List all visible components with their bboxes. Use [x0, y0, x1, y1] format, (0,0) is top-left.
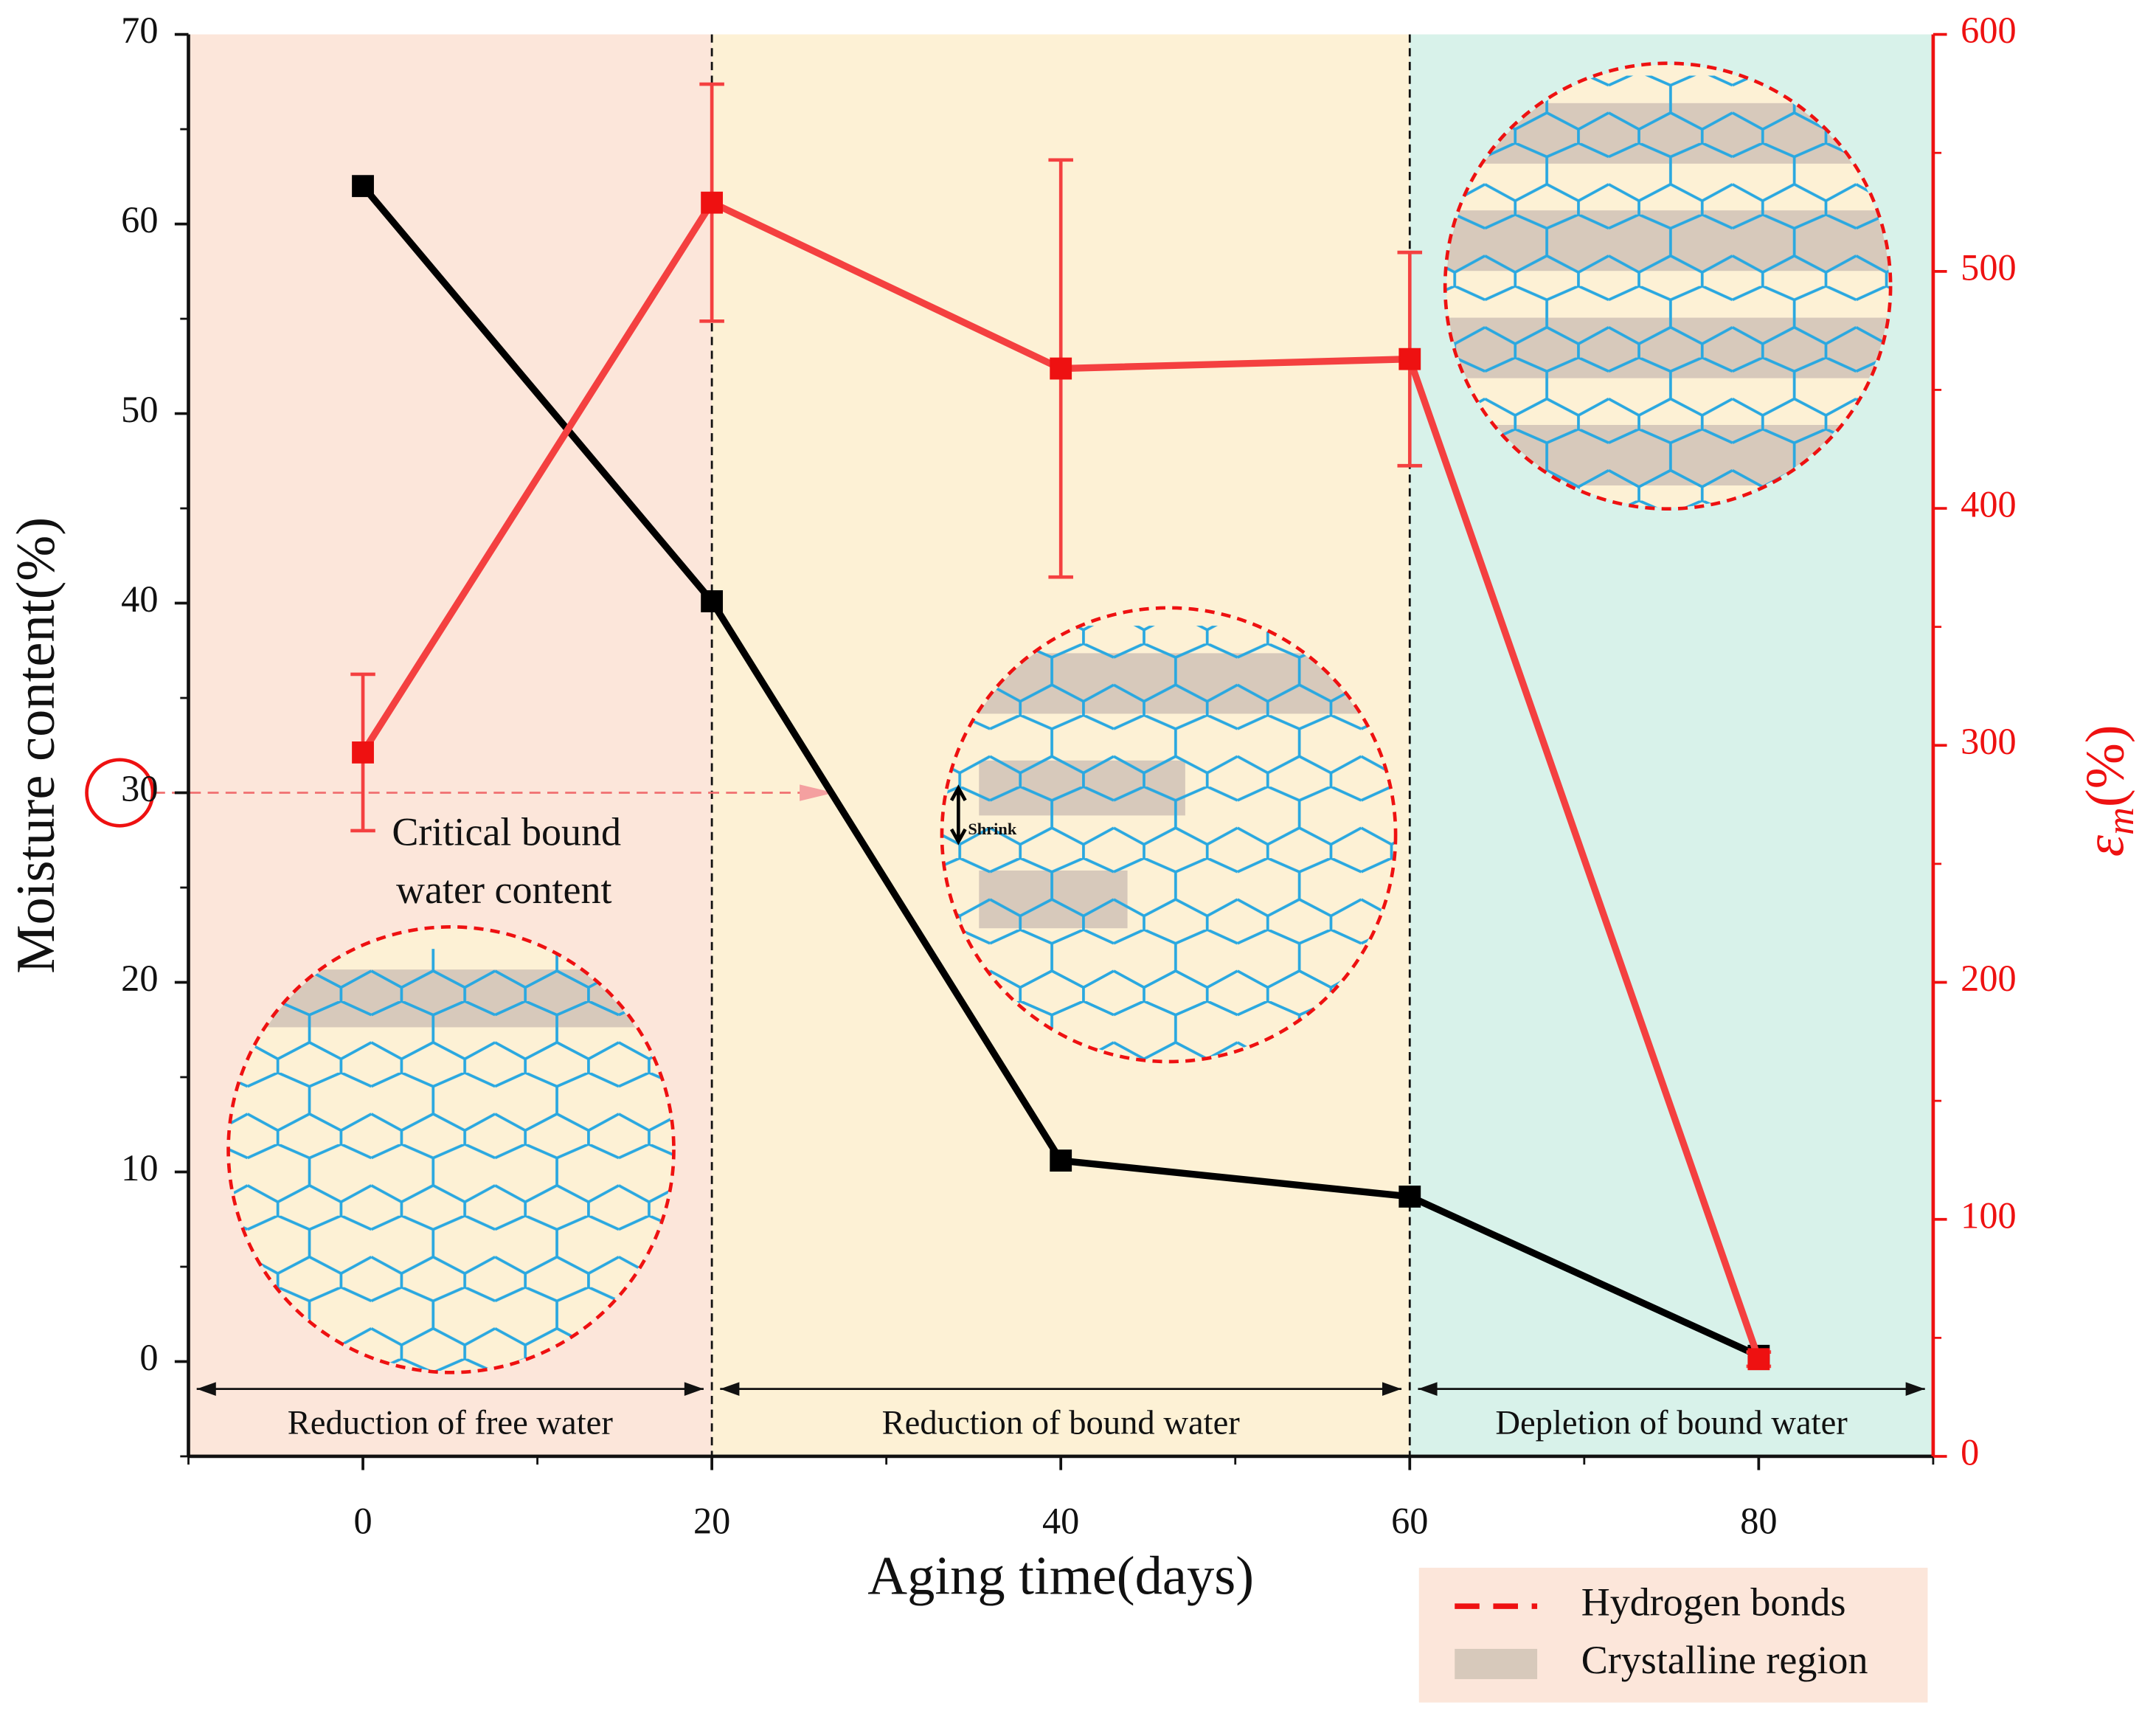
- legend-label: Crystalline region: [1581, 1638, 1868, 1682]
- series-marker: [352, 175, 374, 198]
- reference-tick-circle: [85, 758, 155, 828]
- reference-label: water content: [396, 868, 612, 912]
- region-label: Reduction of bound water: [882, 1404, 1241, 1442]
- y-tick-label: 60: [121, 199, 158, 241]
- x-tick-label: 0: [353, 1501, 372, 1542]
- y2-tick-label: 300: [1961, 721, 2016, 762]
- x-tick-label: 40: [1042, 1501, 1079, 1542]
- inset-border: [226, 925, 676, 1374]
- x-axis-label: Aging time(days): [867, 1546, 1254, 1607]
- series-marker: [1050, 357, 1072, 380]
- region-label: Reduction of free water: [288, 1404, 614, 1442]
- series-marker: [1398, 347, 1421, 370]
- y2-tick-label: 100: [1961, 1194, 2016, 1236]
- y2-label-symbol: ε: [2075, 834, 2135, 857]
- x-tick-label: 60: [1391, 1501, 1428, 1542]
- legend-box: [1418, 1567, 1928, 1703]
- reference-label: Critical bound: [392, 810, 621, 854]
- region-label: Depletion of bound water: [1495, 1404, 1848, 1442]
- series-marker: [352, 741, 374, 764]
- y-tick-label: 10: [121, 1147, 158, 1189]
- reference-arrow: [800, 784, 834, 801]
- y-tick-label: 0: [139, 1337, 158, 1378]
- inset-border: [1443, 61, 1893, 511]
- y-tick-label: 20: [121, 958, 158, 999]
- y2-label-unit: (%): [2075, 724, 2135, 807]
- inset-border: [940, 606, 1398, 1064]
- y2-axis-label: εm(%): [2075, 724, 2142, 857]
- x-tick-label: 20: [693, 1501, 730, 1542]
- y-tick-label: 30: [121, 768, 158, 809]
- series-marker: [1398, 1185, 1421, 1208]
- y2-tick-label: 400: [1961, 484, 2016, 525]
- y2-label-subscript: m: [2099, 807, 2142, 835]
- series-marker: [701, 590, 724, 612]
- series-marker: [1050, 1149, 1072, 1172]
- y-tick-label: 40: [121, 578, 158, 620]
- y-axis-label: Moisture content(%): [6, 517, 66, 974]
- legend-label: Hydrogen bonds: [1581, 1580, 1846, 1625]
- insets: Shrink: [226, 61, 1893, 1374]
- inset-free-water: [229, 928, 673, 1372]
- y2-tick-label: 600: [1961, 10, 2016, 51]
- y2-tick-label: 0: [1961, 1432, 1979, 1473]
- legend-swatch: [1455, 1648, 1538, 1679]
- shrink-label: Shrink: [968, 820, 1016, 838]
- shrink-arrow: [949, 784, 967, 845]
- y-tick-label: 70: [121, 10, 158, 51]
- y-tick-label: 50: [121, 389, 158, 430]
- y2-tick-label: 200: [1961, 958, 2016, 999]
- x-tick-label: 80: [1740, 1501, 1777, 1542]
- inset-bound-water: [943, 609, 1395, 1061]
- series-marker: [701, 191, 724, 214]
- plot: Reduction of free water Reduction of boun…: [6, 10, 2142, 1703]
- y2-tick-label: 500: [1961, 246, 2016, 288]
- inset-depleted: [1446, 64, 1890, 508]
- series-marker: [1747, 1348, 1770, 1371]
